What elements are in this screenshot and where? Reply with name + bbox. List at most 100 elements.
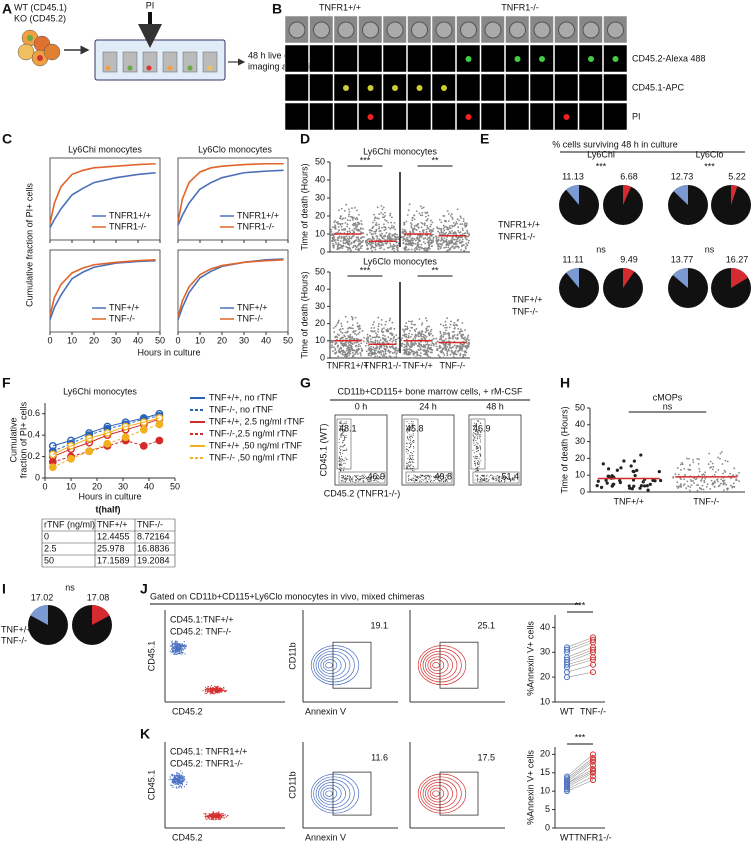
dot (605, 481, 609, 485)
flow-dot (183, 779, 185, 782)
dot (336, 248, 339, 251)
flow-dot (475, 451, 477, 453)
flow-dot (413, 441, 415, 443)
flow-dot (172, 785, 174, 787)
dot (388, 235, 391, 238)
dot (333, 221, 336, 224)
table-cell: 16.8836 (137, 543, 170, 553)
dot (403, 329, 406, 332)
well (202, 51, 218, 73)
flow-dot (183, 648, 185, 650)
dot (376, 333, 378, 336)
flow-dot (184, 779, 186, 781)
flow-dot (169, 778, 172, 780)
dot (338, 351, 341, 354)
dot (380, 212, 382, 214)
dot (394, 349, 397, 352)
dot (438, 218, 441, 221)
dot (639, 484, 643, 488)
flow-dot (374, 480, 376, 482)
dot (354, 206, 356, 209)
dot (427, 332, 430, 335)
dot (458, 231, 461, 234)
dot (342, 245, 345, 248)
flow-dot (340, 479, 342, 481)
dot (615, 468, 619, 472)
legend-ko: KO (CD45.2) (14, 13, 66, 23)
dot (444, 348, 447, 351)
flow-dot (205, 816, 207, 818)
dot (459, 231, 462, 234)
x-tick-label: 40 (261, 335, 271, 345)
dot (432, 238, 435, 240)
flow-dot (339, 425, 341, 427)
dot (418, 343, 421, 346)
cell-image (484, 21, 502, 39)
dot (689, 486, 691, 489)
table-cell: 0 (44, 531, 49, 541)
flow-dot (180, 774, 182, 776)
dot (448, 224, 451, 227)
dot (380, 353, 383, 356)
flow-dot (412, 423, 414, 425)
flow-dot (177, 649, 179, 651)
dot (348, 230, 351, 233)
group-title: TNFR1+/+ (319, 2, 361, 12)
point (564, 782, 570, 789)
dot (381, 208, 384, 211)
dot (459, 345, 461, 348)
flow-dot (208, 690, 210, 692)
y-axis-label: Time of death (Hours) (299, 271, 309, 358)
flow-dot (208, 814, 211, 816)
point (590, 755, 596, 762)
flow-dot (362, 476, 364, 478)
dot (401, 228, 404, 231)
dot (733, 467, 736, 470)
dot (447, 228, 450, 231)
dot (380, 246, 383, 249)
dot (354, 316, 357, 319)
dot (596, 479, 600, 483)
flow-dot (206, 816, 209, 818)
dot (341, 218, 344, 221)
dot (348, 344, 351, 346)
dot (335, 221, 338, 224)
flow-dot (176, 651, 178, 653)
dot (354, 332, 356, 335)
flow-dot (221, 690, 224, 692)
flow-dot (339, 453, 341, 455)
flow-dot (478, 465, 480, 467)
y-axis-label: CD11b (287, 771, 297, 798)
dot (439, 227, 442, 230)
dot (369, 244, 372, 246)
x-tick-label: 20 (89, 335, 99, 345)
dot (457, 226, 460, 229)
dot (430, 223, 432, 226)
flow-dot (474, 463, 476, 465)
dot (337, 239, 340, 242)
flow-dot (338, 442, 340, 444)
image-tile (284, 44, 309, 73)
dot (424, 211, 427, 214)
flow-dot (365, 475, 367, 477)
dot (443, 331, 446, 334)
flow-dot (477, 432, 479, 434)
dot (389, 328, 392, 330)
flow-dot (346, 479, 348, 481)
dot (360, 347, 363, 350)
flow-dot (345, 424, 347, 426)
dot (367, 341, 370, 343)
dot (460, 248, 462, 251)
dot (456, 336, 459, 339)
dot (366, 247, 369, 250)
dot (374, 216, 377, 219)
image-tile (505, 102, 530, 131)
flow-dot (439, 475, 441, 477)
dot (350, 315, 353, 318)
pie-slice (672, 268, 688, 288)
dot (355, 246, 358, 248)
x-axis-label: Hours in culture (78, 491, 141, 501)
flow-dot (376, 474, 378, 476)
y-axis-label: Cumulative fraction of PI+ cells (24, 183, 34, 307)
